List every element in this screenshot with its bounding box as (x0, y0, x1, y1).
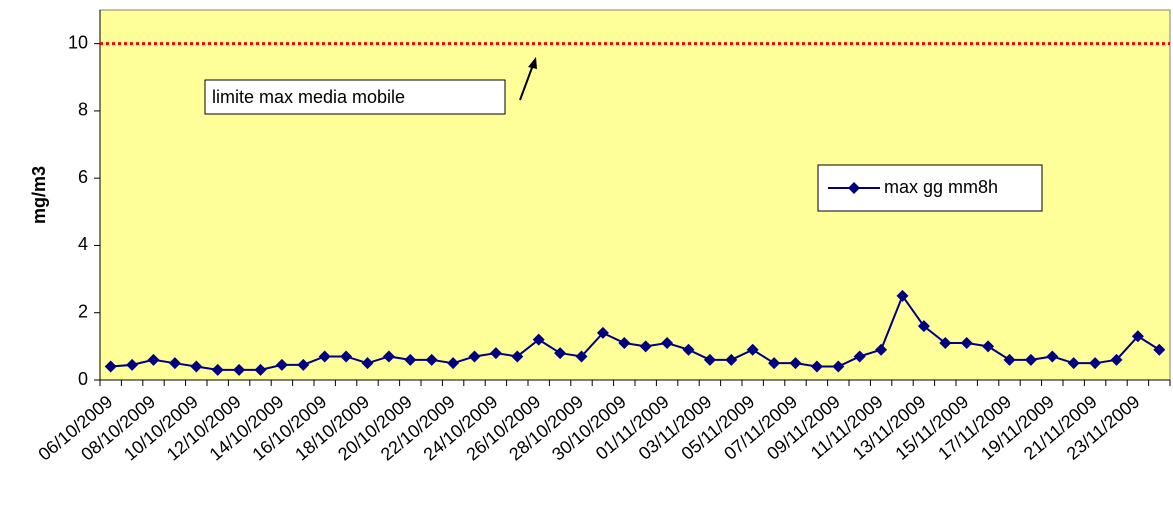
point (1089, 357, 1102, 370)
y-tick-label: 2 (78, 301, 88, 321)
point (960, 337, 973, 349)
point (618, 337, 631, 349)
point (917, 320, 930, 333)
point (1153, 343, 1166, 356)
point (896, 289, 909, 302)
point (468, 350, 481, 363)
point (703, 353, 716, 366)
y-axis-label: mg/m3 (29, 166, 49, 224)
point (1067, 357, 1080, 370)
arrow-head (528, 57, 537, 69)
point (832, 360, 845, 373)
point (725, 353, 738, 366)
y-tick-label: 4 (78, 234, 88, 254)
point (789, 357, 802, 370)
point (447, 357, 460, 370)
point (318, 350, 331, 363)
point (425, 353, 438, 366)
point (297, 358, 310, 371)
point (340, 350, 353, 363)
point (382, 350, 395, 363)
annotation-box (204, 79, 506, 115)
point (168, 357, 181, 370)
y-tick-label: 0 (78, 369, 88, 389)
point (596, 326, 609, 339)
point (104, 360, 117, 373)
point (190, 360, 203, 373)
y-tick-label: 10 (68, 32, 88, 52)
point (1131, 330, 1144, 343)
point (1003, 353, 1016, 366)
point (682, 343, 695, 356)
point (1024, 353, 1037, 366)
point (126, 358, 139, 371)
point (511, 350, 524, 363)
point (768, 357, 781, 370)
point (489, 347, 502, 360)
point (211, 363, 224, 376)
point (233, 363, 246, 376)
point (1110, 353, 1123, 366)
point (275, 358, 288, 371)
point (853, 350, 866, 363)
point (639, 340, 652, 353)
point (746, 343, 759, 356)
point (939, 337, 952, 349)
point (361, 357, 374, 370)
point (532, 333, 545, 346)
point (404, 353, 417, 366)
point (810, 360, 823, 373)
y-tick-label: 6 (78, 167, 88, 187)
point (254, 363, 267, 376)
point (875, 343, 888, 356)
legend-marker (848, 182, 860, 194)
point (982, 340, 995, 353)
point (554, 347, 567, 360)
annotation-arrow (519, 64, 534, 101)
point (1046, 350, 1059, 363)
y-tick-label: 8 (78, 100, 88, 120)
point (147, 353, 160, 366)
point (575, 350, 588, 363)
legend-label: max gg mm8h (884, 177, 998, 197)
annotation: limite max media mobile (212, 87, 405, 107)
point (661, 337, 674, 349)
